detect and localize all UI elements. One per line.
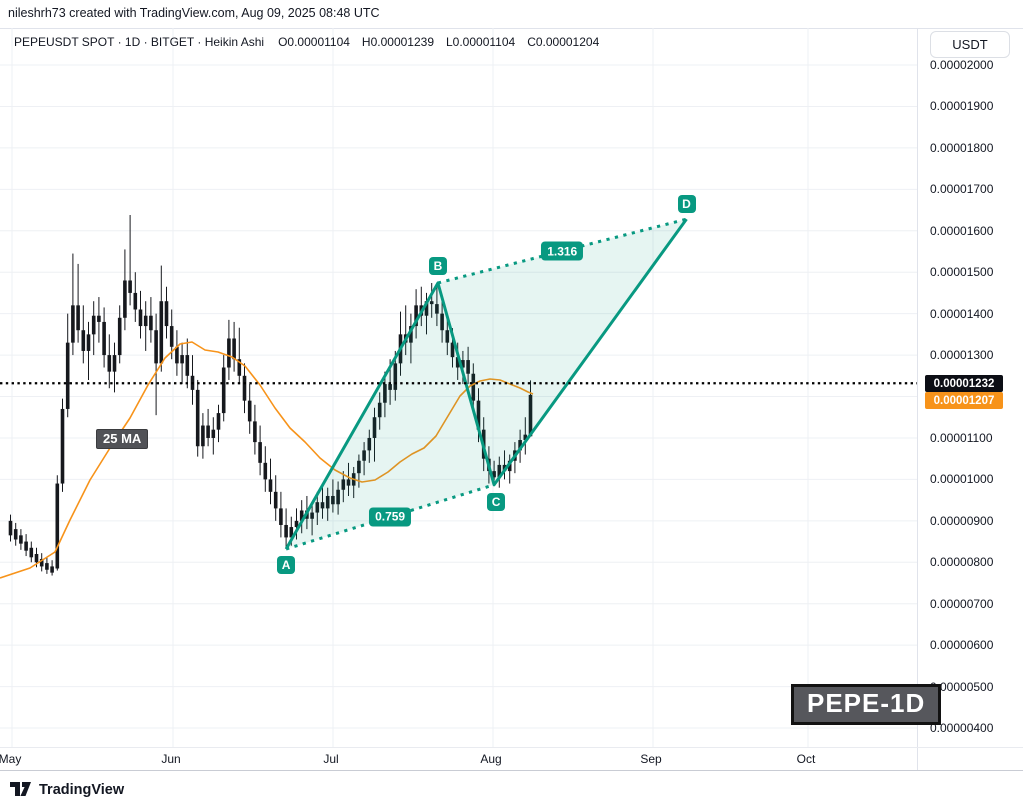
time-tick-label: Oct [796,752,816,766]
time-tick-label: Jun [161,752,181,766]
ohlc-open: O0.00001104 [278,35,350,49]
time-tick-label: May [0,752,22,766]
time-tick-label: Jul [323,752,339,766]
pane-top-border [0,28,1023,29]
price-tick-label: 0.00002000 [930,58,994,72]
price-axis-separator[interactable] [917,28,918,770]
price-tick-label: 0.00000400 [930,721,994,736]
price-tick-label: 0.00000900 [930,513,994,528]
ma-value-badge: 0.00001207 [925,392,1003,409]
price-tick-label: 0.00000500 [930,679,994,694]
price-tick-label: 0.00000700 [930,596,994,611]
watermark-pepe-1d[interactable]: PEPE-1D [791,684,942,725]
price-tick-label: 0.00000600 [930,638,994,653]
pattern-point-b[interactable]: B [428,256,447,275]
currency-toggle-button[interactable]: USDT [930,31,1010,58]
symbol-legend[interactable]: PEPEUSDT SPOT · 1D · BITGET · Heikin Ash… [14,35,611,49]
price-tick-label: 0.00001800 [930,140,994,155]
pane-bottom-border [0,770,1023,771]
tradingview-logo-icon [10,782,31,796]
price-tick-label: 0.00001900 [930,99,994,114]
price-tick-label: 0.00001000 [930,472,994,487]
time-axis-separator [0,747,1023,748]
pattern-point-a[interactable]: A [277,556,296,575]
price-tick-label: 0.00001700 [930,182,994,197]
price-tick-label: 0.00001500 [930,265,994,280]
ohlc-low: L0.00001104 [446,35,516,49]
abcd-pattern-fill[interactable] [286,219,687,550]
ohlc-high: H0.00001239 [361,35,434,49]
time-tick-label: Aug [480,752,502,766]
pattern-point-c[interactable]: C [487,492,506,511]
tradingview-logo-link[interactable]: TradingView [10,780,124,799]
symbol-title: PEPEUSDT SPOT · 1D · BITGET · Heikin Ash… [14,35,265,49]
price-tick-label: 0.00001300 [930,348,994,363]
price-tick-label: 0.00000800 [930,555,994,570]
ohlc-close: C0.00001204 [527,35,600,49]
grid-lines [0,28,917,747]
time-tick-label: Sep [640,752,662,766]
tradingview-logo-text: TradingView [39,781,125,798]
price-tick-label: 0.00001100 [930,430,993,445]
ratio-label-bd[interactable]: 1.316 [541,241,584,261]
ac-dotted-line[interactable] [285,483,495,551]
ratio-label-ac[interactable]: 0.759 [369,507,412,527]
ma-25-label[interactable]: 25 MA [96,429,149,449]
pattern-point-d[interactable]: D [677,195,696,214]
attribution-text: nileshrh73 created with TradingView.com,… [8,6,380,20]
price-line-badge: 0.00001232 [925,375,1003,392]
price-tick-label: 0.00001600 [930,223,994,238]
price-tick-label: 0.00001400 [930,306,994,321]
